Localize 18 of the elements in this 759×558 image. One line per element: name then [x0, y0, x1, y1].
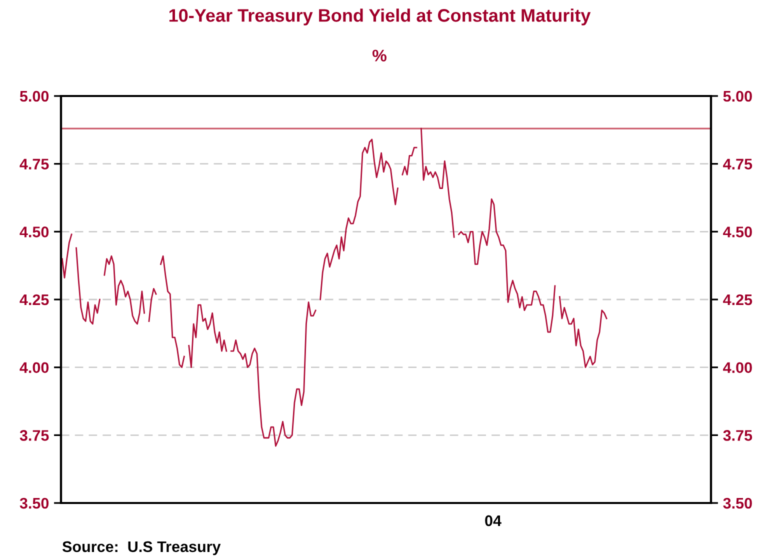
y2-tick-label: 4.50 [723, 226, 752, 238]
y2-tick-label: 3.50 [723, 498, 752, 509]
chart-subtitle: % [372, 50, 386, 62]
y-tick-label: 4.25 [20, 294, 49, 306]
y-tick-label: 4.00 [20, 362, 49, 374]
chart-title: 10-Year Treasury Bond Yield at Constant Maturity [169, 8, 591, 26]
y2-tick-label: 4.00 [723, 362, 752, 374]
y2-tick-label: 4.25 [723, 294, 752, 306]
y2-tick-label: 5.00 [723, 90, 752, 102]
y-tick-label: 4.50 [20, 226, 49, 238]
y-tick-label: 5.00 [20, 90, 49, 102]
text: 04 [485, 515, 502, 526]
y-tick-label: 3.50 [20, 498, 49, 509]
source-note: Source: U.S Treasury [62, 541, 221, 556]
y-tick-label: 4.75 [20, 158, 49, 170]
y2-tick-label: 3.75 [723, 430, 752, 441]
y2-tick-label: 4.75 [723, 158, 752, 170]
y-tick-label: 3.75 [20, 430, 49, 441]
